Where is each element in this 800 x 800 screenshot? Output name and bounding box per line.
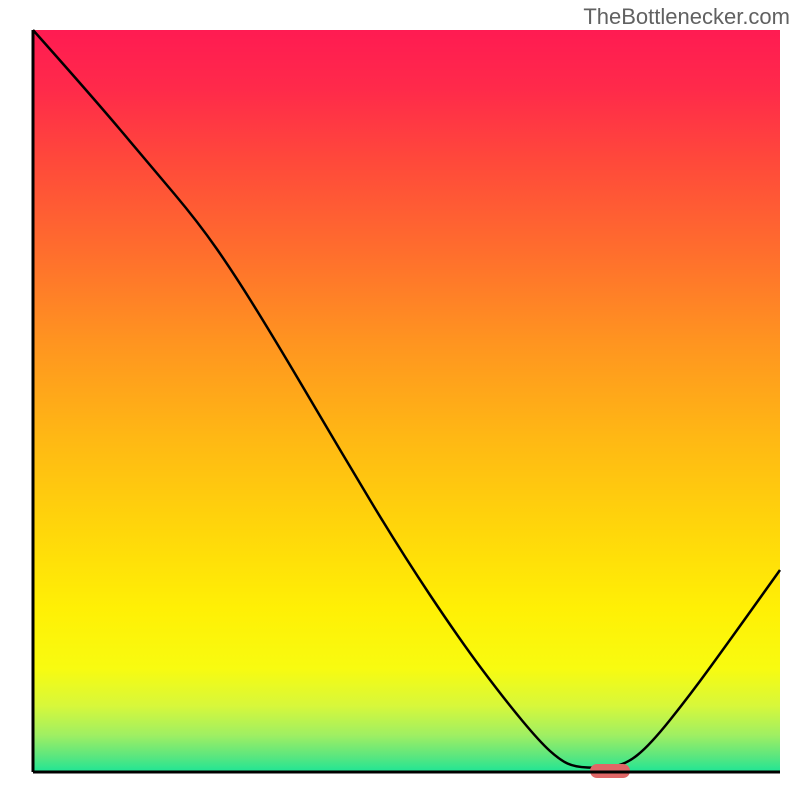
chart-container: TheBottlenecker.com bbox=[0, 0, 800, 800]
bottleneck-chart bbox=[0, 0, 800, 800]
watermark-text: TheBottlenecker.com bbox=[583, 4, 790, 30]
gradient-background bbox=[33, 30, 780, 772]
